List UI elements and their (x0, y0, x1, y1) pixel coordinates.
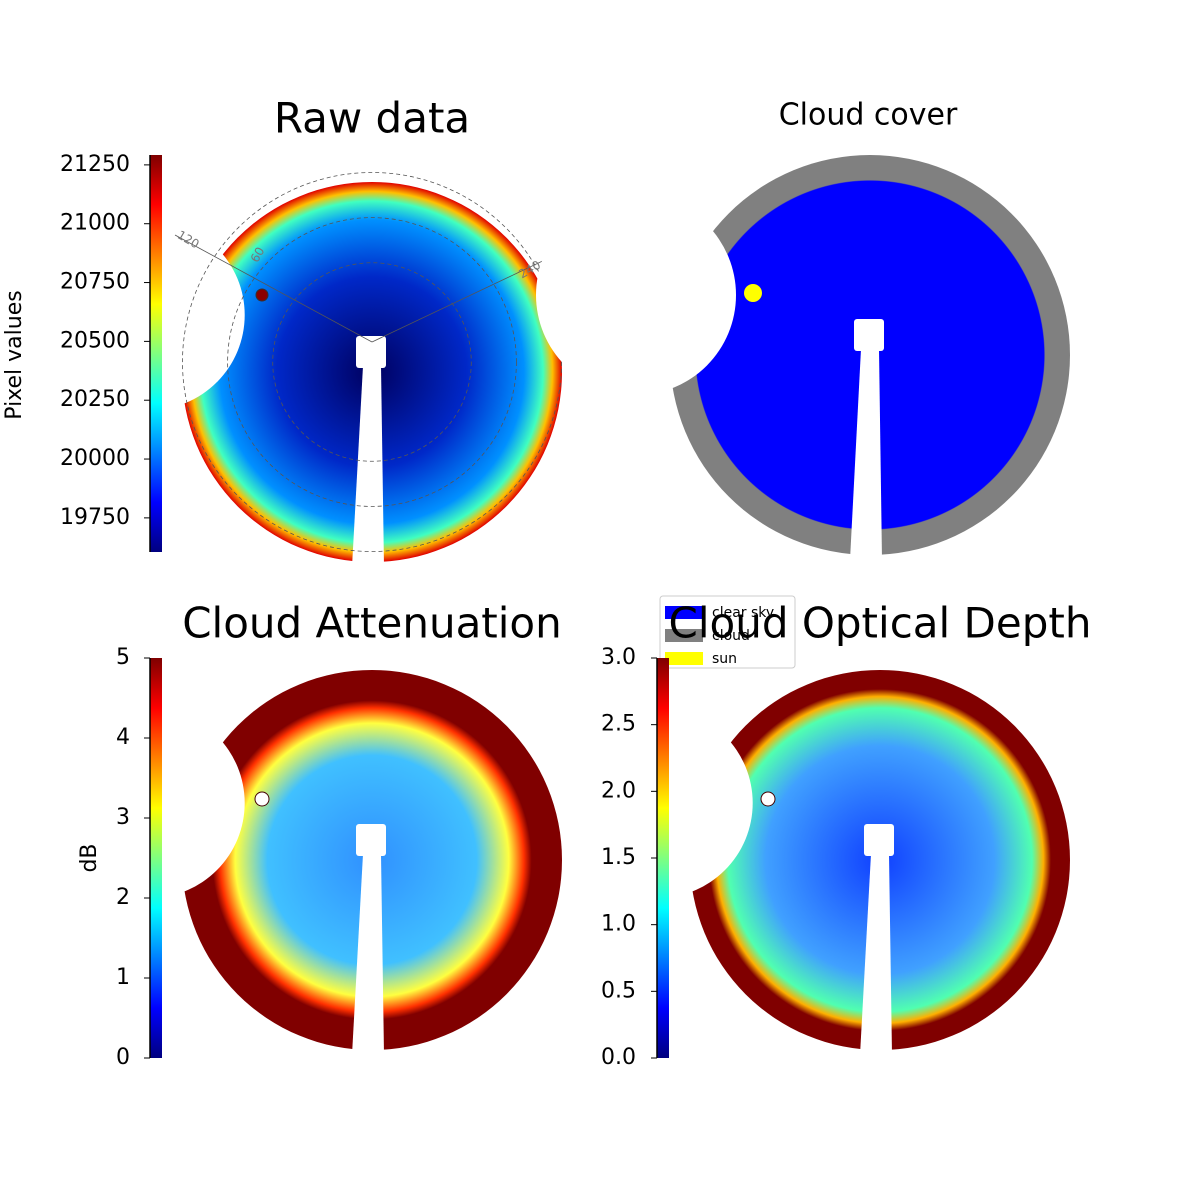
colorbar-tick-label: 1 (116, 965, 130, 990)
colorbar-tick-label: 0.0 (601, 1045, 636, 1070)
polar-axis (371, 247, 571, 343)
colorbar-tick-label: 20250 (60, 387, 130, 412)
polar-grid (272, 262, 472, 462)
colorbar-tick-label: 1.0 (601, 912, 636, 937)
panel-title: Cloud Optical Depth (669, 599, 1092, 648)
polar-grid (182, 172, 562, 552)
sun-marker (255, 288, 269, 302)
colorbar-tick-label: 20750 (60, 270, 130, 295)
panel-title: Cloud Attenuation (182, 599, 562, 648)
colorbar-label: Pixel values (2, 290, 27, 419)
sky-image (562, 670, 1070, 1055)
camera-arm (356, 336, 386, 368)
colorbar (657, 658, 669, 1058)
colorbar-tick-label: 21000 (60, 211, 130, 236)
sky-image (54, 172, 571, 567)
panel-title: Raw data (274, 94, 470, 143)
colorbar-tick-label: 3.0 (601, 645, 636, 670)
sun-marker (744, 284, 762, 302)
camera-arm (352, 854, 384, 1055)
legend-label: cloud (712, 628, 750, 644)
colorbar-tick-label: 19750 (60, 505, 130, 530)
legend-label: clear sky (712, 605, 774, 621)
colorbar-tick-label: 21250 (60, 152, 130, 177)
camera-arm (860, 854, 892, 1055)
colorbar-label: dB (77, 843, 102, 872)
colorbar-tick-label: 2.5 (601, 712, 636, 737)
camera-arm (854, 319, 884, 351)
horizon-notch (536, 195, 736, 395)
polar-axis (174, 234, 373, 343)
camera-arm (864, 824, 894, 856)
polar-label: 60 (248, 245, 268, 265)
colorbar (150, 155, 162, 552)
colorbar-tick-label: 2.0 (601, 778, 636, 803)
colorbar-tick-label: 5 (116, 645, 130, 670)
colorbar-tick-label: 20500 (60, 328, 130, 353)
colorbar-tick-label: 4 (116, 725, 130, 750)
colorbar-tick-label: 3 (116, 805, 130, 830)
colorbar-tick-label: 0 (116, 1045, 130, 1070)
legend-swatch (665, 606, 703, 619)
sun-marker (254, 791, 270, 807)
camera-arm (850, 349, 882, 560)
polar-grid (227, 217, 517, 507)
panel-title: Cloud cover (779, 98, 958, 133)
legend-swatch (665, 652, 703, 665)
sky-image (536, 155, 1070, 560)
sun-marker (760, 791, 776, 807)
colorbar (150, 658, 162, 1058)
colorbar-tick-label: 0.5 (601, 978, 636, 1003)
colorbar-tick-label: 20000 (60, 446, 130, 471)
legend-swatch (665, 629, 703, 642)
camera-arm (352, 366, 384, 567)
colorbar-tick-label: 1.5 (601, 845, 636, 870)
sky-image (54, 670, 562, 1055)
camera-arm (356, 824, 386, 856)
legend-label: sun (712, 651, 737, 667)
colorbar-tick-label: 2 (116, 885, 130, 910)
